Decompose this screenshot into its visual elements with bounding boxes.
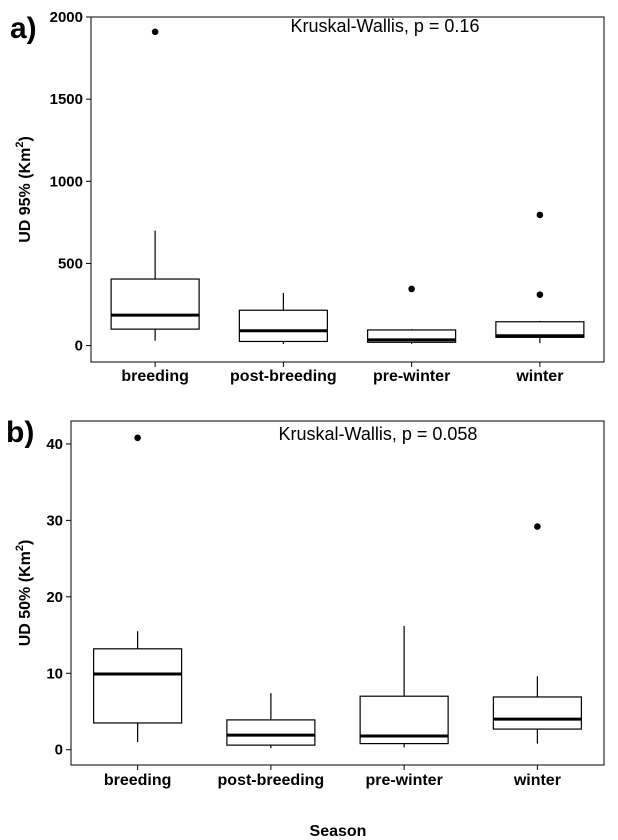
y-axis-label-main: UD 50% (Km [17,551,34,646]
x-tick-label-winter: winter [513,772,561,789]
plot-frame [90,16,605,363]
y-tick-label: 0 [75,338,83,355]
x-tick-label-breeding: breeding [121,368,189,385]
outlier-point [536,291,544,298]
y-axis-label-close: ) [17,136,34,141]
chart-panel-b: b) Kruskal-Wallis, p = 0.058 0 10 20 30 40 UD 5… [6,416,605,789]
box-iqr [110,278,200,330]
y-tick-label: 30 [46,512,63,529]
x-tick-label-pre-winter: pre-winter [373,368,450,385]
box-winter [495,211,585,344]
chart-panel-a: a) Kruskal-Wallis, p = 0.16 0 500 1000 1500 20… [10,9,605,385]
x-tick-label-post-breeding: post-breeding [218,772,325,789]
box-iqr [238,309,328,343]
y-tick-label: 0 [55,742,63,759]
plot-frame [70,420,605,766]
outlier-point [534,523,541,530]
box-iqr [495,321,585,338]
panel-label: b) [6,416,34,449]
y-tick-label: 500 [58,255,83,272]
box-post-breeding [226,693,316,749]
outlier-point [134,434,141,442]
box-breeding [93,434,183,743]
kruskal-wallis-annotation: Kruskal-Wallis, p = 0.16 [291,16,480,36]
box-pre-winter [359,625,449,748]
box-pre-winter [367,285,457,344]
y-axis-label-superscript: 2 [14,142,26,148]
y-axis-label-superscript: 2 [14,545,26,551]
x-tick-label-pre-winter: pre-winter [365,772,442,789]
y-tick-label: 1500 [50,91,83,108]
box-post-breeding [238,293,328,344]
x-tick-label-breeding: breeding [104,772,172,789]
outlier-point [408,285,415,293]
y-tick-label: 1000 [50,173,83,190]
y-axis-label: UD 50% (Km2) [14,540,34,647]
panel-label: a) [10,12,37,45]
y-tick-label: 40 [46,436,63,453]
box-iqr [93,648,183,724]
outlier-point [151,28,159,36]
box-winter [492,523,582,744]
box-breeding [110,28,200,341]
box-iqr [492,696,582,730]
outlier-point [536,211,544,219]
x-axis-label: Season [310,823,367,840]
x-tick-label-winter: winter [515,368,563,385]
kruskal-wallis-annotation: Kruskal-Wallis, p = 0.058 [279,424,478,444]
y-tick-label: 10 [46,665,63,682]
x-tick-label-post-breeding: post-breeding [230,368,337,385]
y-axis-label-close: ) [17,540,34,545]
y-axis-label: UD 95% (Km2) [14,136,34,243]
y-tick-label: 20 [46,589,63,606]
y-axis-label-main: UD 95% (Km [17,148,34,243]
y-tick-label: 2000 [50,9,83,26]
box-iqr [226,719,316,746]
